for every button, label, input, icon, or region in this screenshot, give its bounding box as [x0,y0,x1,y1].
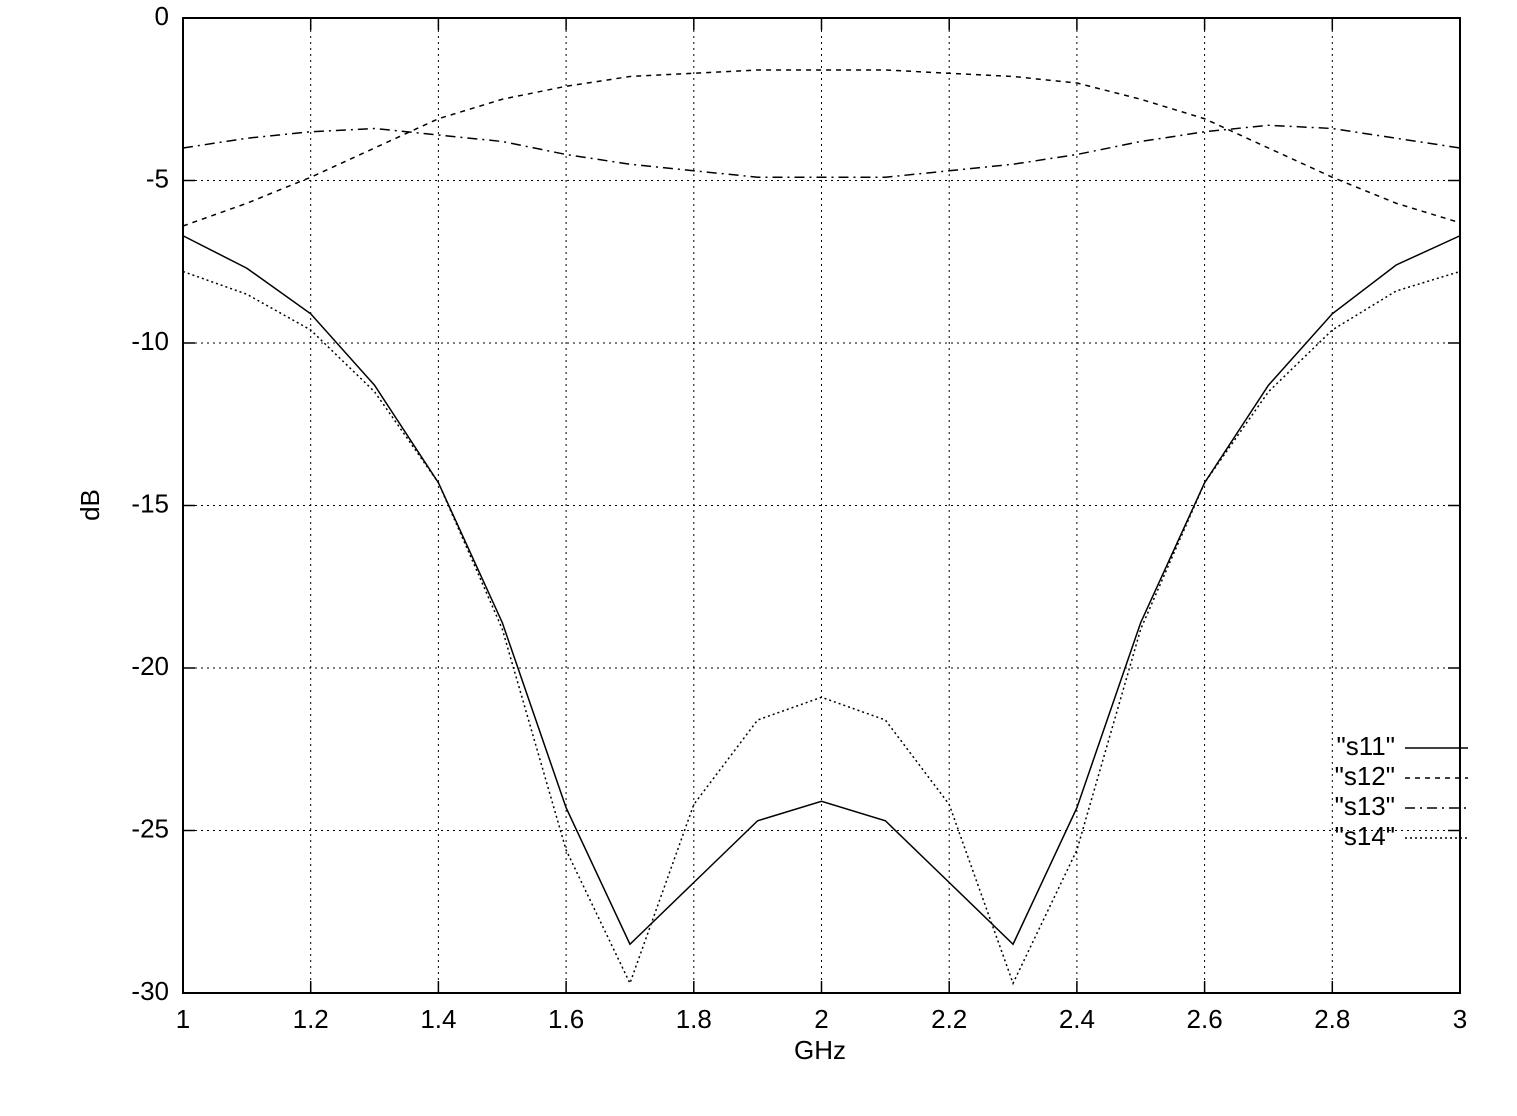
legend-label: "s13" [1335,791,1395,821]
series-line [182,235,1461,946]
y-tick-label: -15 [131,488,169,518]
y-axis-label: dB [75,489,105,521]
x-tick-label: 1.6 [548,1004,584,1034]
x-tick-label: 1.4 [420,1004,456,1034]
x-tick-label: 2.6 [1187,1004,1223,1034]
x-tick-label: 3 [1453,1004,1467,1034]
x-tick-label: 2 [814,1004,828,1034]
y-tick-label: -25 [131,813,169,843]
series-line [182,270,1461,986]
x-tick-label: 2.2 [931,1004,967,1034]
x-tick-label: 2.8 [1314,1004,1350,1034]
x-tick-label: 1 [176,1004,190,1034]
x-axis-label: GHz [794,1035,846,1065]
x-tick-label: 2.4 [1059,1004,1095,1034]
y-tick-label: -30 [131,976,169,1006]
plot-frame [182,17,1461,994]
x-tick-label: 1.2 [293,1004,329,1034]
series-line [182,69,1461,227]
legend-label: "s12" [1335,761,1395,791]
y-tick-label: 0 [155,1,169,31]
series-line [182,124,1461,178]
y-tick-label: -10 [131,326,169,356]
y-tick-label: -20 [131,651,169,681]
y-tick-label: -5 [146,163,169,193]
legend-label: "s11" [1337,731,1395,761]
legend-label: "s14" [1335,821,1395,851]
x-tick-label: 1.8 [676,1004,712,1034]
